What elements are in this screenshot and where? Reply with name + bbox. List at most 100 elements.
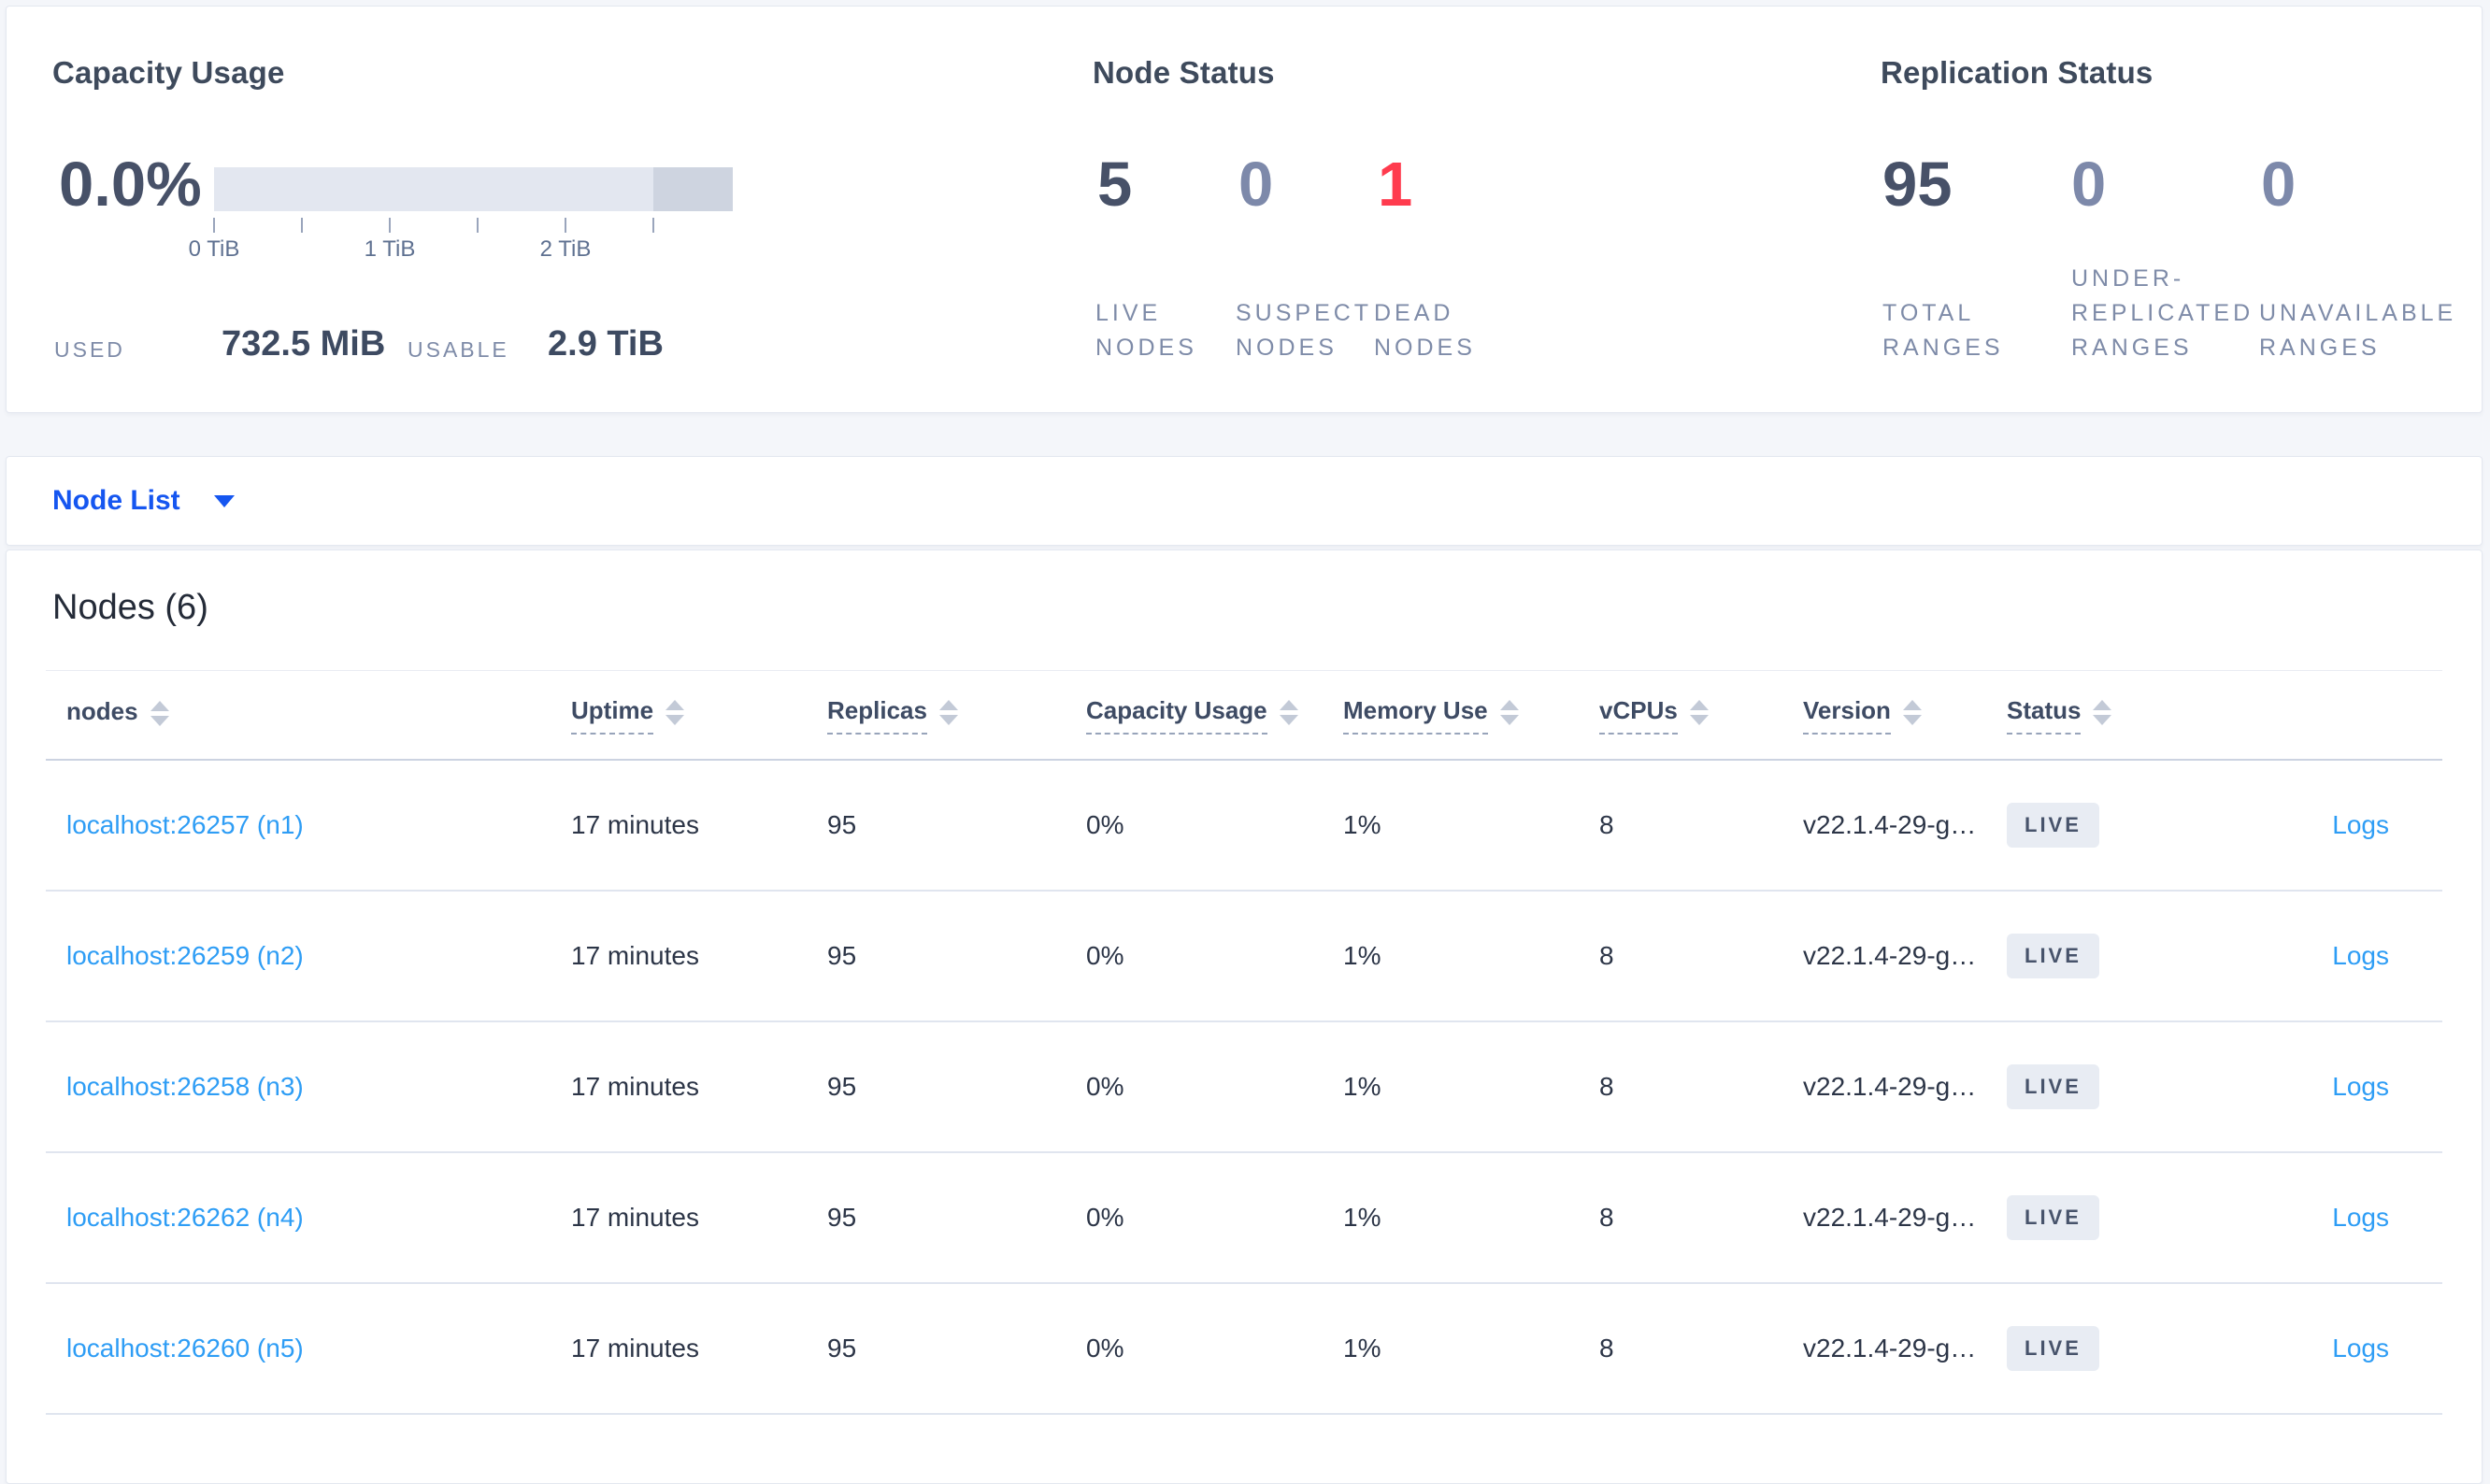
node-status-title: Node Status bbox=[1093, 55, 1275, 90]
sort-icon[interactable] bbox=[665, 700, 685, 725]
axis-tick bbox=[389, 218, 391, 233]
logs-link[interactable]: Logs bbox=[2332, 1334, 2389, 1363]
status-badge: LIVE bbox=[2007, 803, 2099, 848]
capacity-bar-tail bbox=[653, 167, 733, 211]
column-label[interactable]: Replicas bbox=[827, 696, 927, 735]
column-header-replicas[interactable]: Replicas bbox=[827, 695, 958, 735]
logs-link[interactable]: Logs bbox=[2332, 941, 2389, 970]
capacity-usage-bar bbox=[214, 167, 733, 211]
chevron-down-icon[interactable] bbox=[213, 494, 235, 507]
status-badge: LIVE bbox=[2007, 1326, 2099, 1371]
axis-tick bbox=[652, 218, 654, 233]
sort-icon[interactable] bbox=[150, 701, 169, 726]
column-header-status[interactable]: Status bbox=[2007, 695, 2112, 735]
sort-icon[interactable] bbox=[2093, 700, 2112, 725]
sort-icon[interactable] bbox=[938, 700, 958, 725]
unavailable-ranges-count: 0 bbox=[2261, 150, 2297, 220]
uptime-cell: 17 minutes bbox=[571, 1334, 699, 1363]
capacity-cell: 0% bbox=[1086, 1072, 1124, 1101]
axis-tick bbox=[565, 218, 566, 233]
replicas-cell: 95 bbox=[827, 941, 857, 970]
vcpus-cell: 8 bbox=[1599, 941, 1614, 970]
version-cell: v22.1.4-29-g… bbox=[1803, 1334, 1977, 1363]
table-row: localhost:26259 (n2) 17 minutes 95 0% 1%… bbox=[46, 892, 2442, 1022]
cluster-summary-card: Capacity Usage 0.0% 0 TiB 1 TiB 2 TiB US… bbox=[6, 6, 2483, 413]
total-ranges-label: TOTAL RANGES bbox=[1882, 300, 2004, 361]
capacity-used-percent: 0.0% bbox=[59, 150, 202, 220]
status-cell: LIVE bbox=[2007, 1064, 2099, 1109]
vcpus-cell: 8 bbox=[1599, 1334, 1614, 1363]
column-label[interactable]: Status bbox=[2007, 696, 2082, 735]
axis-tick bbox=[301, 218, 303, 233]
logs-link[interactable]: Logs bbox=[2332, 1072, 2389, 1101]
node-link[interactable]: localhost:26260 (n5) bbox=[66, 1334, 304, 1363]
version-cell: v22.1.4-29-g… bbox=[1803, 1203, 1977, 1232]
column-label[interactable]: Uptime bbox=[571, 696, 654, 735]
status-cell: LIVE bbox=[2007, 1326, 2099, 1371]
column-label[interactable]: vCPUs bbox=[1599, 696, 1678, 735]
column-header-vcpus[interactable]: vCPUs bbox=[1599, 695, 1709, 735]
column-header-version[interactable]: Version bbox=[1803, 695, 1922, 735]
capacity-cell: 0% bbox=[1086, 810, 1124, 839]
unavailable-ranges-label: UNAVAILABLE RANGES bbox=[2259, 300, 2457, 361]
vcpus-cell: 8 bbox=[1599, 1203, 1614, 1232]
suspect-nodes-count: 0 bbox=[1238, 150, 1274, 220]
axis-label-0tib: 0 TiB bbox=[188, 236, 240, 262]
column-header-memory-use[interactable]: Memory Use bbox=[1343, 695, 1519, 735]
sort-icon[interactable] bbox=[1689, 700, 1709, 725]
axis-label-2tib: 2 TiB bbox=[539, 236, 592, 262]
capacity-cell: 0% bbox=[1086, 941, 1124, 970]
nodes-section-heading: Nodes (6) bbox=[52, 588, 208, 627]
live-nodes-count: 5 bbox=[1097, 150, 1133, 220]
column-header-capacity-usage[interactable]: Capacity Usage bbox=[1086, 695, 1298, 735]
view-selector-bar: Node List bbox=[6, 456, 2483, 546]
sort-icon[interactable] bbox=[1902, 700, 1922, 725]
status-badge: LIVE bbox=[2007, 934, 2099, 978]
used-value: 732.5 MiB bbox=[222, 324, 386, 364]
vcpus-cell: 8 bbox=[1599, 810, 1614, 839]
capacity-usage-title: Capacity Usage bbox=[52, 55, 285, 90]
column-label[interactable]: Capacity Usage bbox=[1086, 696, 1267, 735]
logs-link[interactable]: Logs bbox=[2332, 810, 2389, 839]
usable-value: 2.9 TiB bbox=[548, 324, 664, 364]
memory-cell: 1% bbox=[1343, 1203, 1381, 1232]
replicas-cell: 95 bbox=[827, 810, 857, 839]
logs-link[interactable]: Logs bbox=[2332, 1203, 2389, 1232]
axis-tick bbox=[477, 218, 479, 233]
uptime-cell: 17 minutes bbox=[571, 810, 699, 839]
column-label[interactable]: Version bbox=[1803, 696, 1891, 735]
column-header-uptime[interactable]: Uptime bbox=[571, 695, 685, 735]
axis-label-1tib: 1 TiB bbox=[364, 236, 416, 262]
dead-nodes-label: DEAD NODES bbox=[1374, 300, 1476, 361]
table-header-row: nodes Uptime Replicas Capacity Usage Mem… bbox=[46, 671, 2442, 761]
under-replicated-ranges-count: 0 bbox=[2071, 150, 2107, 220]
node-link[interactable]: localhost:26258 (n3) bbox=[66, 1072, 304, 1101]
version-cell: v22.1.4-29-g… bbox=[1803, 1072, 1977, 1101]
memory-cell: 1% bbox=[1343, 1334, 1381, 1363]
replicas-cell: 95 bbox=[827, 1334, 857, 1363]
vcpus-cell: 8 bbox=[1599, 1072, 1614, 1101]
status-badge: LIVE bbox=[2007, 1195, 2099, 1240]
status-cell: LIVE bbox=[2007, 934, 2099, 978]
used-label: USED bbox=[54, 337, 125, 362]
node-link[interactable]: localhost:26257 (n1) bbox=[66, 810, 304, 839]
node-link[interactable]: localhost:26259 (n2) bbox=[66, 941, 304, 970]
status-badge: LIVE bbox=[2007, 1064, 2099, 1109]
node-list-dropdown[interactable]: Node List bbox=[52, 485, 180, 516]
under-replicated-ranges-label: UNDER- REPLICATED RANGES bbox=[2071, 265, 2254, 361]
usable-label: USABLE bbox=[408, 337, 509, 362]
uptime-cell: 17 minutes bbox=[571, 1203, 699, 1232]
column-header-nodes[interactable]: nodes bbox=[66, 696, 169, 734]
column-label[interactable]: Memory Use bbox=[1343, 696, 1488, 735]
nodes-table: nodes Uptime Replicas Capacity Usage Mem… bbox=[46, 670, 2442, 1415]
nodes-table-card: Nodes (6) nodes Uptime Replicas Capacity… bbox=[6, 549, 2483, 1484]
node-link[interactable]: localhost:26262 (n4) bbox=[66, 1203, 304, 1232]
live-nodes-label: LIVE NODES bbox=[1095, 300, 1197, 361]
axis-tick bbox=[213, 218, 215, 233]
status-cell: LIVE bbox=[2007, 1195, 2099, 1240]
column-label[interactable]: nodes bbox=[66, 697, 138, 725]
version-cell: v22.1.4-29-g… bbox=[1803, 941, 1977, 970]
sort-icon[interactable] bbox=[1499, 700, 1519, 725]
sort-icon[interactable] bbox=[1279, 700, 1298, 725]
status-cell: LIVE bbox=[2007, 803, 2099, 848]
